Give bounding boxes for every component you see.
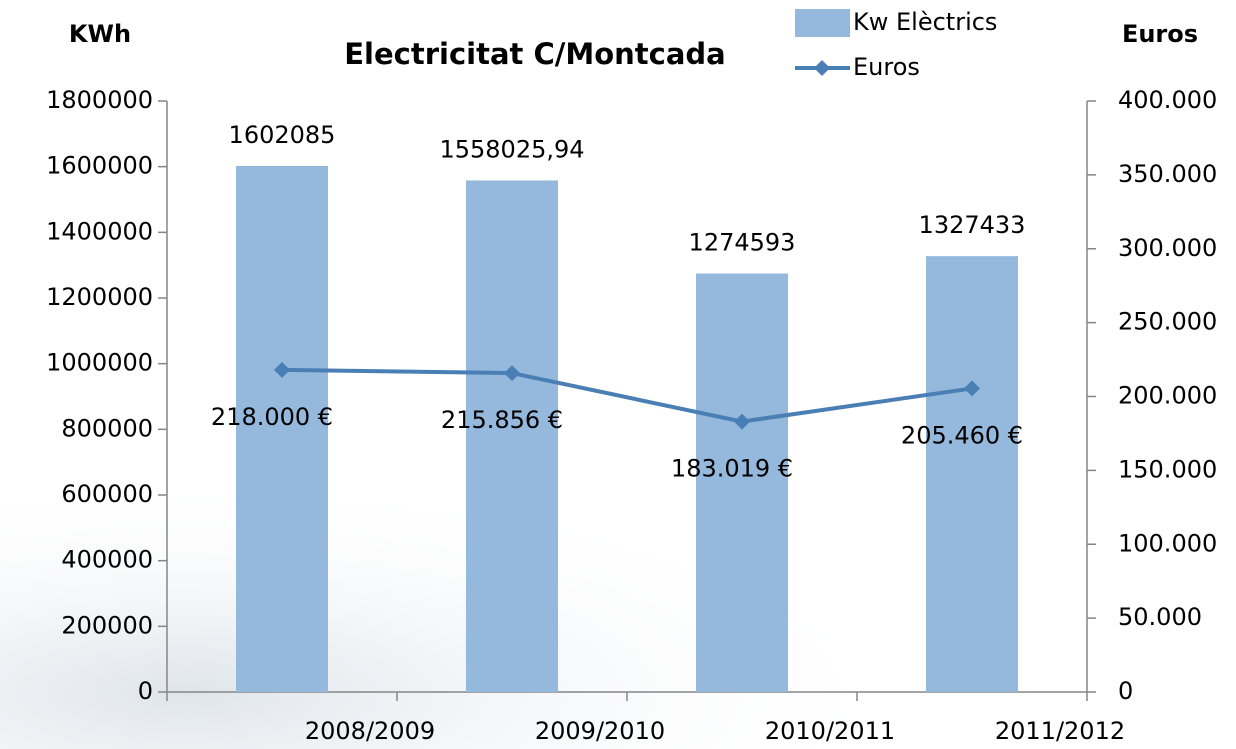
y-tick-label: 800000 — [61, 414, 153, 442]
y2-tick-label: 300.000 — [1118, 234, 1217, 262]
legend-marker — [814, 60, 830, 76]
y-tick-label: 200000 — [61, 611, 153, 639]
background — [0, 380, 1236, 749]
y2-tick-label: 150.000 — [1118, 455, 1217, 483]
y-axis-title: KWh — [69, 20, 131, 48]
y-tick-label: 600000 — [61, 480, 153, 508]
marker — [964, 380, 980, 397]
y2-axis-title: Euros — [1122, 20, 1198, 48]
legend-label: Euros — [853, 53, 920, 81]
marker — [734, 413, 750, 430]
bar-label: 1602085 — [229, 121, 336, 149]
bar — [466, 180, 558, 692]
line — [281, 367, 973, 424]
y-tick-label: 1800000 — [46, 86, 153, 114]
marker — [504, 365, 520, 382]
bar — [696, 273, 788, 692]
y-tick-label: 1400000 — [46, 217, 153, 245]
y-tick-label: 1600000 — [46, 152, 153, 180]
y2-tick-label: 200.000 — [1118, 382, 1217, 410]
y2-tick-label: 0 — [1118, 677, 1133, 705]
chart-title: Electricitat C/Montcada — [344, 37, 726, 71]
bar — [236, 165, 328, 693]
legend-swatch — [795, 9, 850, 37]
bar-label: 1327433 — [919, 211, 1026, 239]
y2-tick-label: 250.000 — [1118, 308, 1217, 336]
line-label: 215.856 € — [441, 406, 563, 434]
x-tick-label: 2009/2010 — [535, 717, 665, 745]
bar — [926, 256, 1018, 692]
bar-label: 1274593 — [689, 229, 796, 257]
marker — [274, 361, 290, 378]
y2-tick-label: 350.000 — [1118, 160, 1217, 188]
legend-label: Kw Elèctrics — [853, 8, 997, 36]
line-label: 183.019 € — [671, 455, 793, 483]
x-tick-label: 2008/2009 — [305, 717, 435, 745]
y2-tick-label: 100.000 — [1118, 529, 1217, 557]
x-tick-label: 2011/2012 — [995, 717, 1125, 745]
y-tick-label: 400000 — [61, 546, 153, 574]
bar-label: 1558025,94 — [439, 135, 584, 163]
line-label: 205.460 € — [901, 421, 1023, 449]
x-tick-label: 2010/2011 — [765, 717, 895, 745]
line-label: 218.000 € — [211, 403, 333, 431]
y-tick-label: 1000000 — [46, 349, 153, 377]
y-tick-label: 0 — [138, 677, 153, 705]
y2-tick-label: 50.000 — [1118, 603, 1202, 631]
y-tick-label: 1200000 — [46, 283, 153, 311]
y2-tick-label: 400.000 — [1118, 86, 1217, 114]
